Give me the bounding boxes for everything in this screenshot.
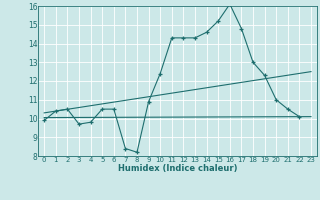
X-axis label: Humidex (Indice chaleur): Humidex (Indice chaleur) [118, 164, 237, 173]
